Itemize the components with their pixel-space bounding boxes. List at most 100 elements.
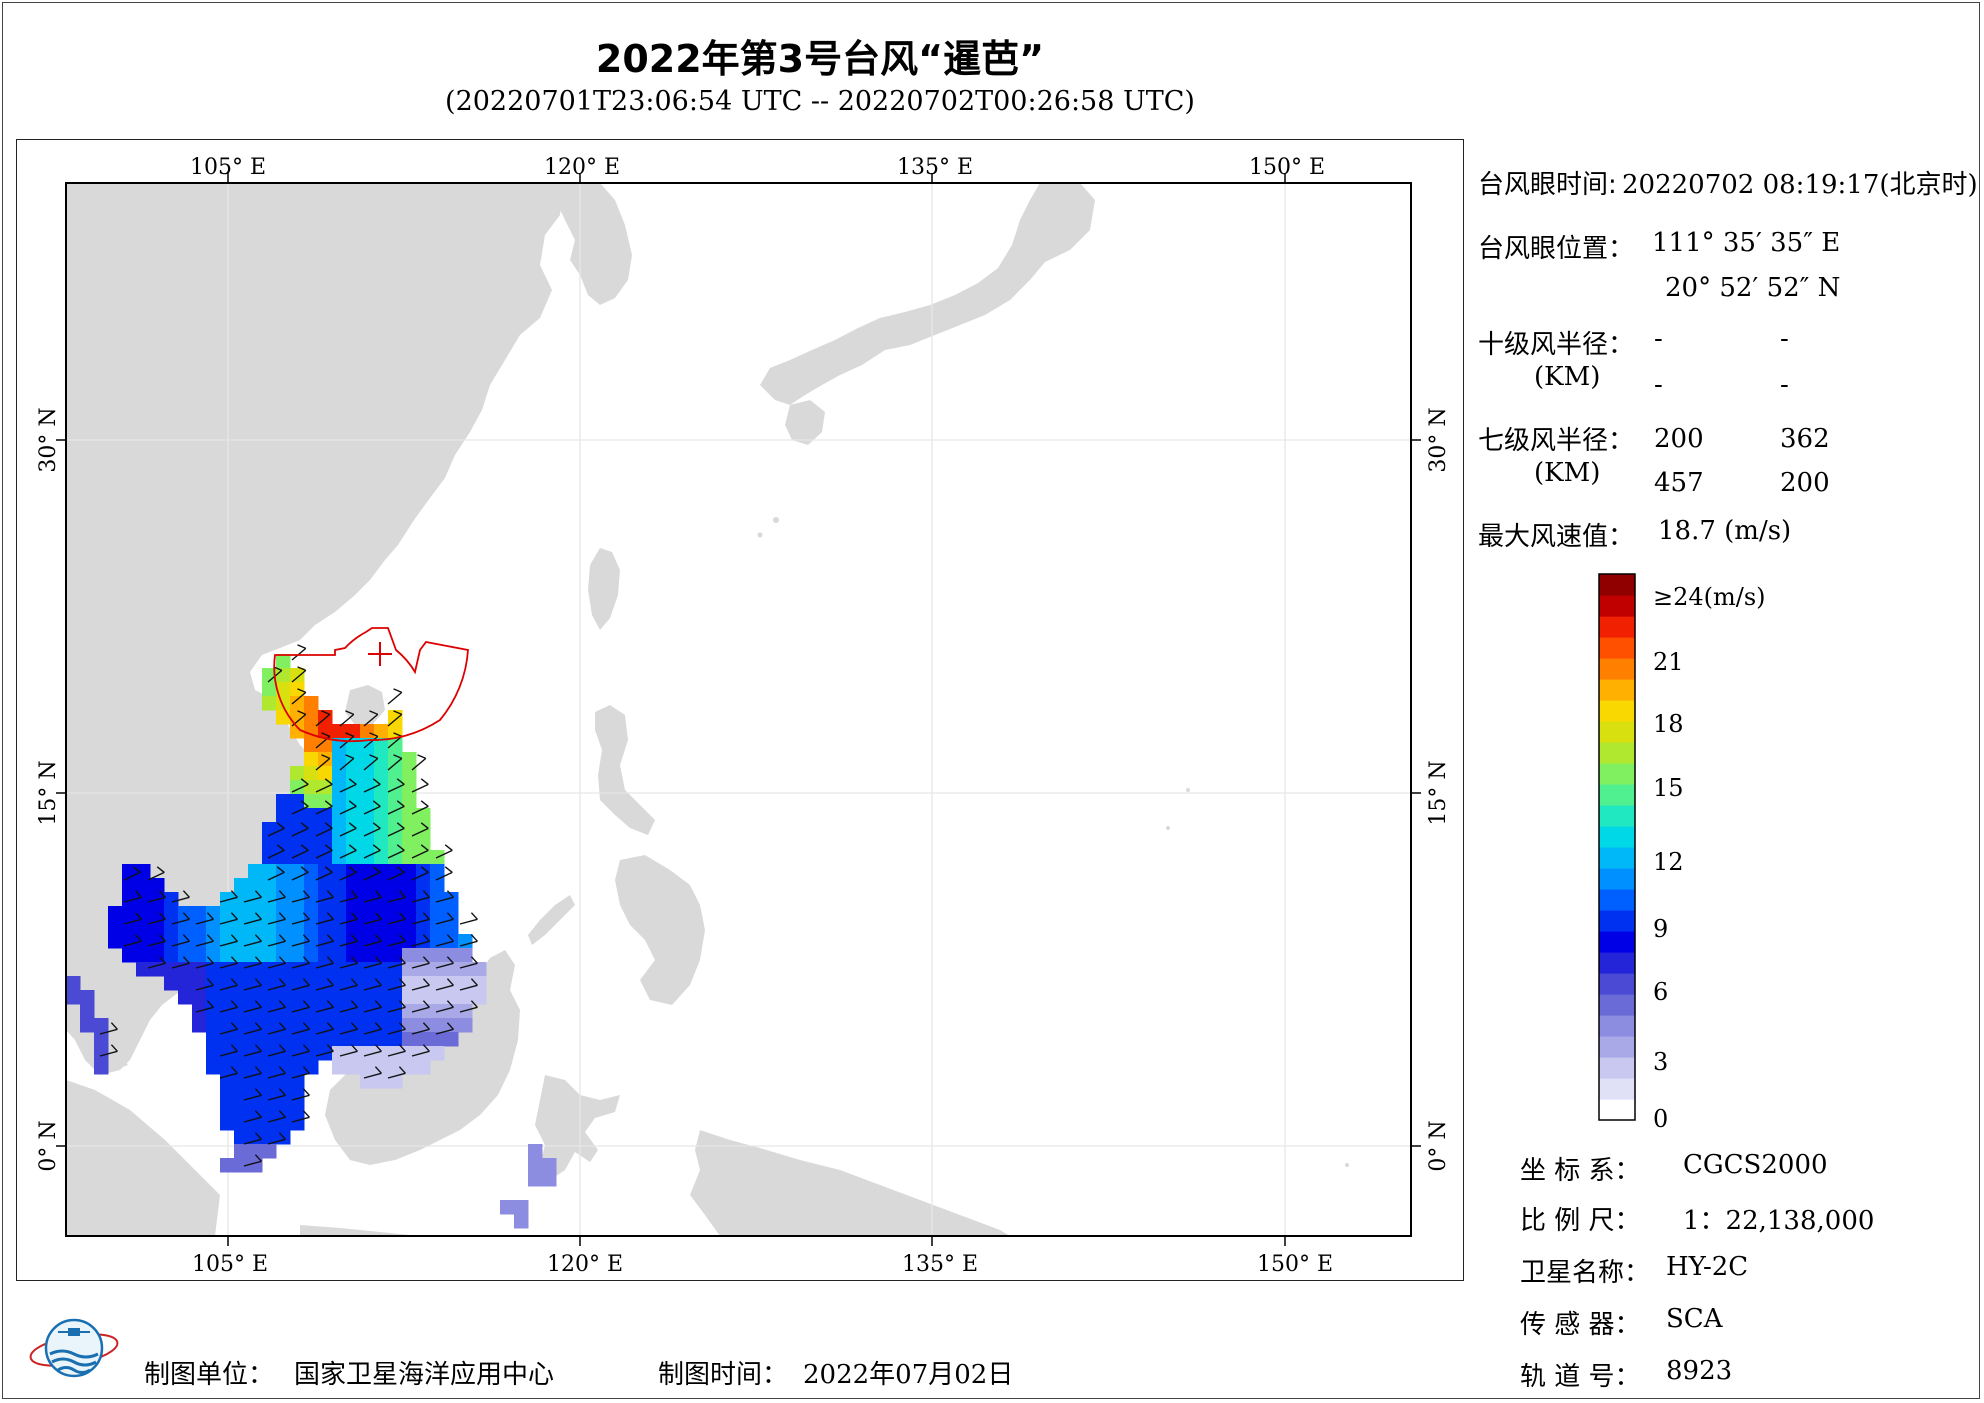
- wind-cell: [374, 892, 389, 907]
- wind-cell: [276, 1116, 291, 1131]
- wind-cell: [276, 682, 291, 697]
- wind-cell: [458, 962, 473, 977]
- japan: [760, 183, 1095, 405]
- wind-barb-flag: [254, 934, 262, 942]
- wind-cell: [164, 962, 179, 977]
- wind-barb: [339, 827, 357, 837]
- wind-barb: [243, 896, 262, 903]
- lat-label-right: 0° N: [1426, 1120, 1451, 1171]
- wind-cell: [262, 682, 277, 697]
- wind-cell: [206, 962, 221, 977]
- wind-cell: [346, 780, 361, 795]
- wind-barb: [291, 940, 310, 947]
- wind-cell: [374, 1032, 389, 1047]
- wind-cell: [276, 794, 291, 809]
- wind-cell: [444, 990, 459, 1005]
- wind-cell: [318, 1018, 333, 1033]
- wind-barb-flag: [326, 912, 334, 920]
- wind-barbs: [99, 644, 478, 1167]
- wind-barb-flag: [132, 866, 141, 873]
- wind-barb-flag: [302, 890, 310, 898]
- colorbar-segment: [1599, 994, 1635, 1016]
- axis-ticks: [56, 173, 1421, 1246]
- wind-barb-flag: [302, 1022, 310, 1030]
- colorbar-segment: [1599, 889, 1635, 911]
- wind-cell: [206, 1046, 221, 1061]
- wind-barb-flag: [372, 866, 381, 873]
- wind-cell: [318, 850, 333, 865]
- wind-cell: [430, 948, 445, 963]
- colorbar-segment: [1599, 826, 1635, 848]
- wind-cell: [360, 794, 375, 809]
- wind-barb: [243, 1138, 262, 1145]
- wind-cell: [248, 1144, 263, 1159]
- wind-cell: [206, 920, 221, 935]
- wind-cell: [234, 1074, 249, 1089]
- wind-cell: [318, 766, 333, 781]
- malay-peninsula: [66, 960, 128, 1070]
- wind-barb-flag: [345, 732, 355, 738]
- wind-cell: [122, 864, 137, 879]
- wind-cell: [290, 668, 305, 683]
- wind-cell: [262, 906, 277, 921]
- wind-barb: [291, 1050, 310, 1057]
- wind-barb-flag: [470, 1000, 478, 1008]
- r10-value-nw: -: [1780, 370, 1789, 400]
- wind-cell: [192, 962, 207, 977]
- wind-cell: [360, 948, 375, 963]
- wind-barb: [219, 940, 238, 947]
- plot-border: [65, 182, 1412, 1237]
- wind-barb: [171, 962, 190, 969]
- wind-cell: [416, 920, 431, 935]
- colorbar-segment: [1599, 616, 1635, 638]
- wind-cell: [66, 976, 81, 991]
- wind-cell: [234, 1116, 249, 1131]
- wind-cell: [304, 976, 319, 991]
- wind-cell: [192, 990, 207, 1005]
- wind-cell: [262, 990, 277, 1005]
- wind-barb-flag: [326, 978, 334, 986]
- wind-barb-flag: [182, 956, 190, 964]
- wind-barb-flag: [444, 866, 453, 873]
- wind-barb-flag: [254, 1022, 262, 1030]
- wind-cell: [234, 878, 249, 893]
- wind-barb-flag: [398, 956, 406, 964]
- wind-barb-flag: [396, 800, 405, 807]
- wind-cell: [276, 906, 291, 921]
- wind-cell: [360, 1060, 375, 1075]
- wind-cell: [542, 1158, 557, 1173]
- wind-barb-flag: [326, 1044, 334, 1052]
- wind-cell: [388, 1046, 403, 1061]
- wind-cell: [248, 1018, 263, 1033]
- wind-barb-flag: [374, 890, 382, 898]
- wind-cell: [304, 794, 319, 809]
- wind-barb-flag: [302, 1000, 310, 1008]
- wind-cell: [346, 1032, 361, 1047]
- wind-barb: [411, 940, 430, 947]
- wind-cell: [150, 920, 165, 935]
- wind-barb-flag: [348, 778, 357, 785]
- wind-cell: [290, 1032, 305, 1047]
- wind-cell: [444, 1032, 459, 1047]
- wind-cell: [430, 906, 445, 921]
- wind-cell: [374, 724, 389, 739]
- wind-cell: [220, 906, 235, 921]
- wind-barb-flag: [110, 1022, 118, 1030]
- wind-barb: [411, 805, 429, 815]
- r10-value-se: -: [1780, 324, 1789, 354]
- wind-cell: [234, 1158, 249, 1173]
- luzon: [595, 705, 655, 835]
- wind-cell: [220, 1018, 235, 1033]
- wind-barb: [387, 918, 406, 925]
- wind-cell: [248, 1074, 263, 1089]
- lon-label-top: 105° E: [190, 155, 266, 180]
- wind-cell: [220, 1088, 235, 1103]
- pacific-island: [1345, 1163, 1349, 1167]
- wind-cell: [360, 808, 375, 823]
- wind-barb-flag: [321, 754, 331, 760]
- wind-barb-flag: [206, 934, 214, 942]
- java: [300, 1225, 420, 1236]
- wind-barb-flag: [276, 844, 285, 851]
- wind-cell: [402, 864, 417, 879]
